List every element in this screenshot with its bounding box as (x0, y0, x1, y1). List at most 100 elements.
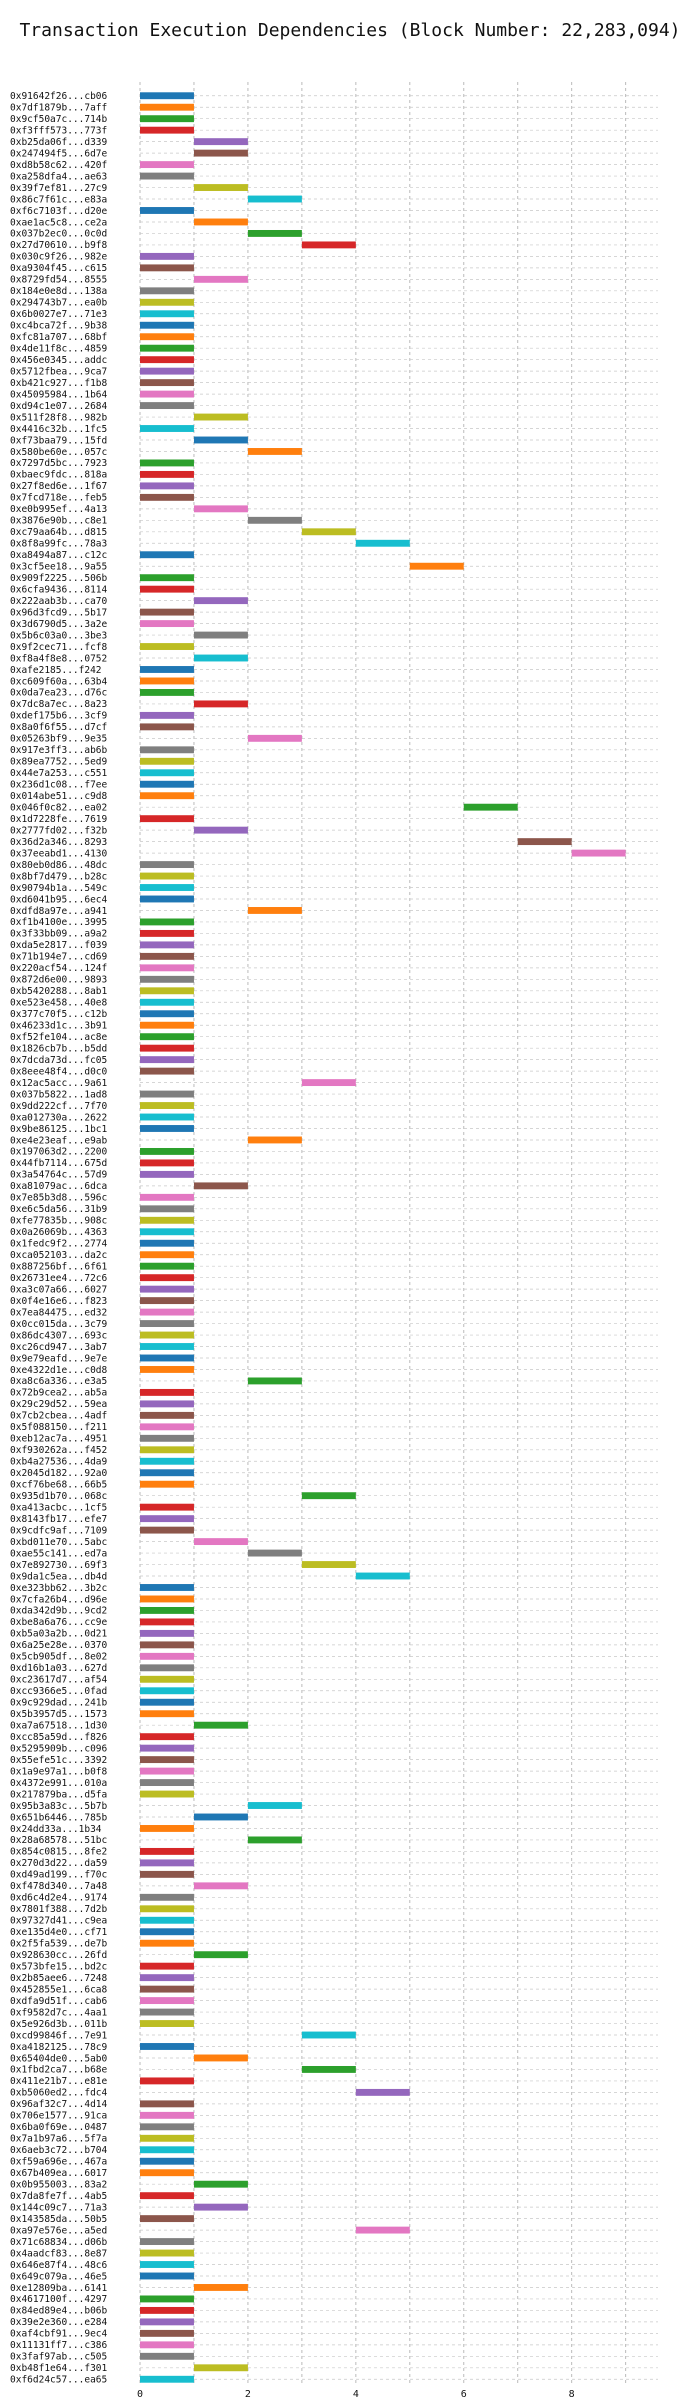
tx-bar (355, 1572, 410, 1580)
tx-label: 0xf6d24c57...ea65 (10, 2375, 107, 2386)
tx-label: 0x86c7f61c...e83a (10, 194, 107, 205)
x-tick-label: 0 (137, 2389, 143, 2400)
tx-bar (140, 2008, 194, 2016)
tx-bar (140, 1641, 194, 1649)
tx-label: 0x7ea84475...ed32 (10, 1307, 107, 1318)
tx-bar (140, 1125, 194, 1132)
tx-label: 0x184e0e8d...138a (10, 286, 107, 297)
tx-label: 0x67b409ea...6017 (10, 2168, 107, 2179)
tx-bar (140, 1756, 194, 1764)
tx-label: 0x294743b7...ea0b (10, 298, 108, 309)
tx-label: 0xf9582d7c...4aa1 (10, 2007, 108, 2018)
x-tick-label: 6 (461, 2389, 467, 2400)
tx-label: 0x11131ff7...c386 (10, 2340, 108, 2351)
tx-label: 0x2f5fa539...de7b (10, 1939, 108, 1950)
tx-bar (140, 1974, 194, 1982)
tx-label: 0x0cc015da...3c79 (10, 1319, 108, 1330)
tx-bar (140, 2043, 194, 2050)
tx-label: 0xaf4cbf91...9ec4 (10, 2329, 108, 2340)
tx-bar (140, 1916, 194, 1924)
tx-bar (140, 2169, 194, 2177)
tx-label: 0x3f33bb09...a9a2 (10, 929, 107, 940)
tx-bar (140, 1503, 194, 1511)
tx-label: 0xd49ad199...f70c (10, 1870, 107, 1881)
tx-label: 0xc79aa64b...d815 (10, 527, 107, 538)
tx-bar (140, 1297, 194, 1305)
tx-bar (140, 2020, 194, 2027)
tx-label: 0x37eeabd1...4130 (10, 848, 108, 859)
tx-label: 0xb421c927...f1b8 (10, 378, 108, 389)
tx-label: 0x27f8ed6e...1f67 (10, 481, 107, 492)
tx-bar (140, 172, 194, 180)
tx-label: 0x27d70610...b9f8 (10, 240, 108, 251)
tx-label: 0x6ba0f69e...0487 (10, 2122, 107, 2133)
tx-bar (140, 1997, 194, 2005)
tx-bar (247, 907, 302, 914)
tx-label: 0xa258dfa4...ae63 (10, 171, 107, 182)
tx-label: 0xc23617d7...af54 (10, 1675, 108, 1686)
tx-label: 0x44e7a253...c551 (10, 768, 108, 779)
tx-label: 0xa9304f45...c615 (10, 263, 107, 274)
tx-bar (571, 849, 626, 857)
tx-bar (140, 356, 194, 364)
tx-label: 0x197063d2...2200 (10, 1147, 108, 1158)
tx-bar (140, 2192, 194, 2200)
tx-bar (301, 2065, 356, 2073)
tx-bar (140, 918, 194, 926)
tx-label: 0xa413acbc...1cf5 (10, 1502, 107, 1513)
tx-bar (193, 2180, 248, 2188)
tx-label: 0xcd99846f...7e91 (10, 2030, 108, 2041)
tx-bar (193, 1951, 248, 1959)
tx-bar (140, 2272, 194, 2280)
tx-bar (193, 275, 248, 283)
tx-bar (140, 1228, 194, 1236)
tx-bar (193, 413, 248, 421)
tx-bar (140, 1870, 194, 1878)
tx-label: 0xa81079ac...6dca (10, 1181, 107, 1192)
tx-label: 0x456e0345...addc (10, 355, 107, 366)
tx-bar (140, 643, 194, 650)
tx-label: 0xf6c7103f...d20e (10, 206, 108, 217)
tx-label: 0x7dcda73d...fc05 (10, 1055, 107, 1066)
tx-bar (140, 1147, 194, 1155)
tx-label: 0x7801f388...7d2b (10, 1904, 108, 1915)
tx-bar (140, 2261, 194, 2268)
tx-label: 0x2045d182...92a0 (10, 1468, 108, 1479)
tx-label: 0xca052103...da2c (10, 1250, 107, 1261)
tx-bar (193, 700, 248, 708)
tx-label: 0x89ea7752...5ed9 (10, 757, 108, 768)
tx-bar (355, 539, 410, 547)
tx-label: 0xeb12ac7a...4951 (10, 1434, 108, 1445)
tx-label: 0x4416c32b...1fc5 (10, 424, 107, 435)
tx-label: 0x7cfa26b4...d96e (10, 1594, 108, 1605)
tx-label: 0xf52fe104...ac8e (10, 1032, 108, 1043)
tx-bar (193, 826, 248, 834)
tx-bar (140, 344, 194, 352)
tx-bar (140, 1962, 194, 1970)
tx-bar (140, 1159, 194, 1167)
tx-label: 0xb25da06f...d339 (10, 137, 108, 148)
tx-bar (140, 2295, 194, 2303)
tx-bar (140, 1251, 194, 1259)
tx-bar (140, 333, 194, 341)
tx-label: 0xbe8a6a76...cc9e (10, 1617, 108, 1628)
tx-label: 0x91642f26...cb06 (10, 91, 108, 102)
tx-label: 0xe4322d1e...c0d8 (10, 1365, 108, 1376)
tx-bar (301, 1079, 356, 1087)
tx-bar (140, 1170, 194, 1178)
tx-bar (140, 1928, 194, 1936)
tx-label: 0x90794b1a...549c (10, 883, 107, 894)
tx-label: 0x29c29d52...59ea (10, 1399, 107, 1410)
tx-label: 0x872d6e00...9893 (10, 975, 107, 986)
tx-label: 0xe4e23eaf...e9ab (10, 1135, 108, 1146)
tx-label: 0x96d3fcd9...5b17 (10, 607, 107, 618)
tx-bar (140, 2352, 194, 2360)
tx-label: 0x6cfa9436...8114 (10, 584, 108, 595)
tx-bar (140, 115, 194, 123)
tx-bar (140, 1629, 194, 1637)
tx-label: 0x909f2225...506b (10, 573, 108, 584)
tx-bar (140, 1366, 194, 1373)
tx-bar (140, 2077, 194, 2085)
tx-label: 0x9be86125...1bc1 (10, 1124, 108, 1135)
tx-bar (140, 1205, 194, 1213)
